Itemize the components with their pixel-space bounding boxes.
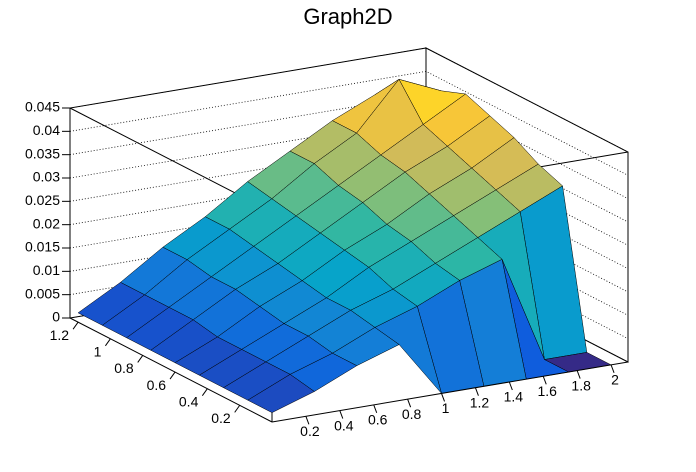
y-tick [201,388,208,397]
y-tick-label: 0.6 [147,377,167,393]
y-tick [72,321,79,330]
y-tick-label: 1 [94,344,102,360]
x-tick-label: 1.2 [470,394,490,410]
x-tick-label: 1.4 [504,389,524,405]
z-tick-label: 0.005 [25,285,60,301]
grid-line [69,187,629,293]
x-tick-label: 0.2 [300,423,320,439]
x-tick [542,376,547,385]
y-tick [169,371,176,380]
x-tick [576,370,581,379]
x-tick-label: 2 [611,372,619,388]
z-tick-label: 0.025 [25,192,60,208]
x-tick [373,404,378,414]
x-tick [441,393,445,402]
z-tick-label: 0.04 [33,122,60,138]
grid-line [69,47,629,153]
x-tick [508,381,513,391]
z-tick-label: 0.045 [25,99,60,115]
x-tick-label: 0.8 [402,406,422,422]
z-tick-label: 0 [52,309,60,325]
y-tick-label: 0.2 [211,410,231,426]
z-tick-label: 0.01 [33,262,60,278]
x-tick [610,364,615,374]
x-axis [271,361,629,423]
x-tick-label: 1 [442,400,450,416]
x-tick-label: 1.6 [538,383,558,399]
y-tick [234,405,241,413]
grid-line [69,70,629,176]
x-tick-label: 0.6 [368,412,388,428]
grid-line [69,94,629,200]
y-tick-label: 0.8 [114,360,134,376]
y-tick [137,355,144,363]
z-tick-label: 0.035 [25,145,60,161]
y-tick [104,338,111,347]
y-tick-label: 0.4 [179,393,199,409]
x-tick [339,410,344,419]
z-tick-label: 0.02 [33,215,60,231]
grid-line [69,164,629,270]
x-tick [474,387,479,396]
x-tick [407,398,412,408]
y-tick-label: 1.2 [50,327,70,343]
chart-title: Graph2D [303,4,392,29]
x-tick [305,416,310,425]
y-axis [69,317,273,423]
x-tick-label: 0.4 [334,417,354,433]
x-tick-label: 1.8 [571,377,591,393]
surface-cell [247,374,315,413]
grid-line [69,140,629,246]
z-tick-label: 0.015 [25,239,60,255]
grid-line [69,117,629,223]
z-tick-label: 0.03 [33,169,60,185]
